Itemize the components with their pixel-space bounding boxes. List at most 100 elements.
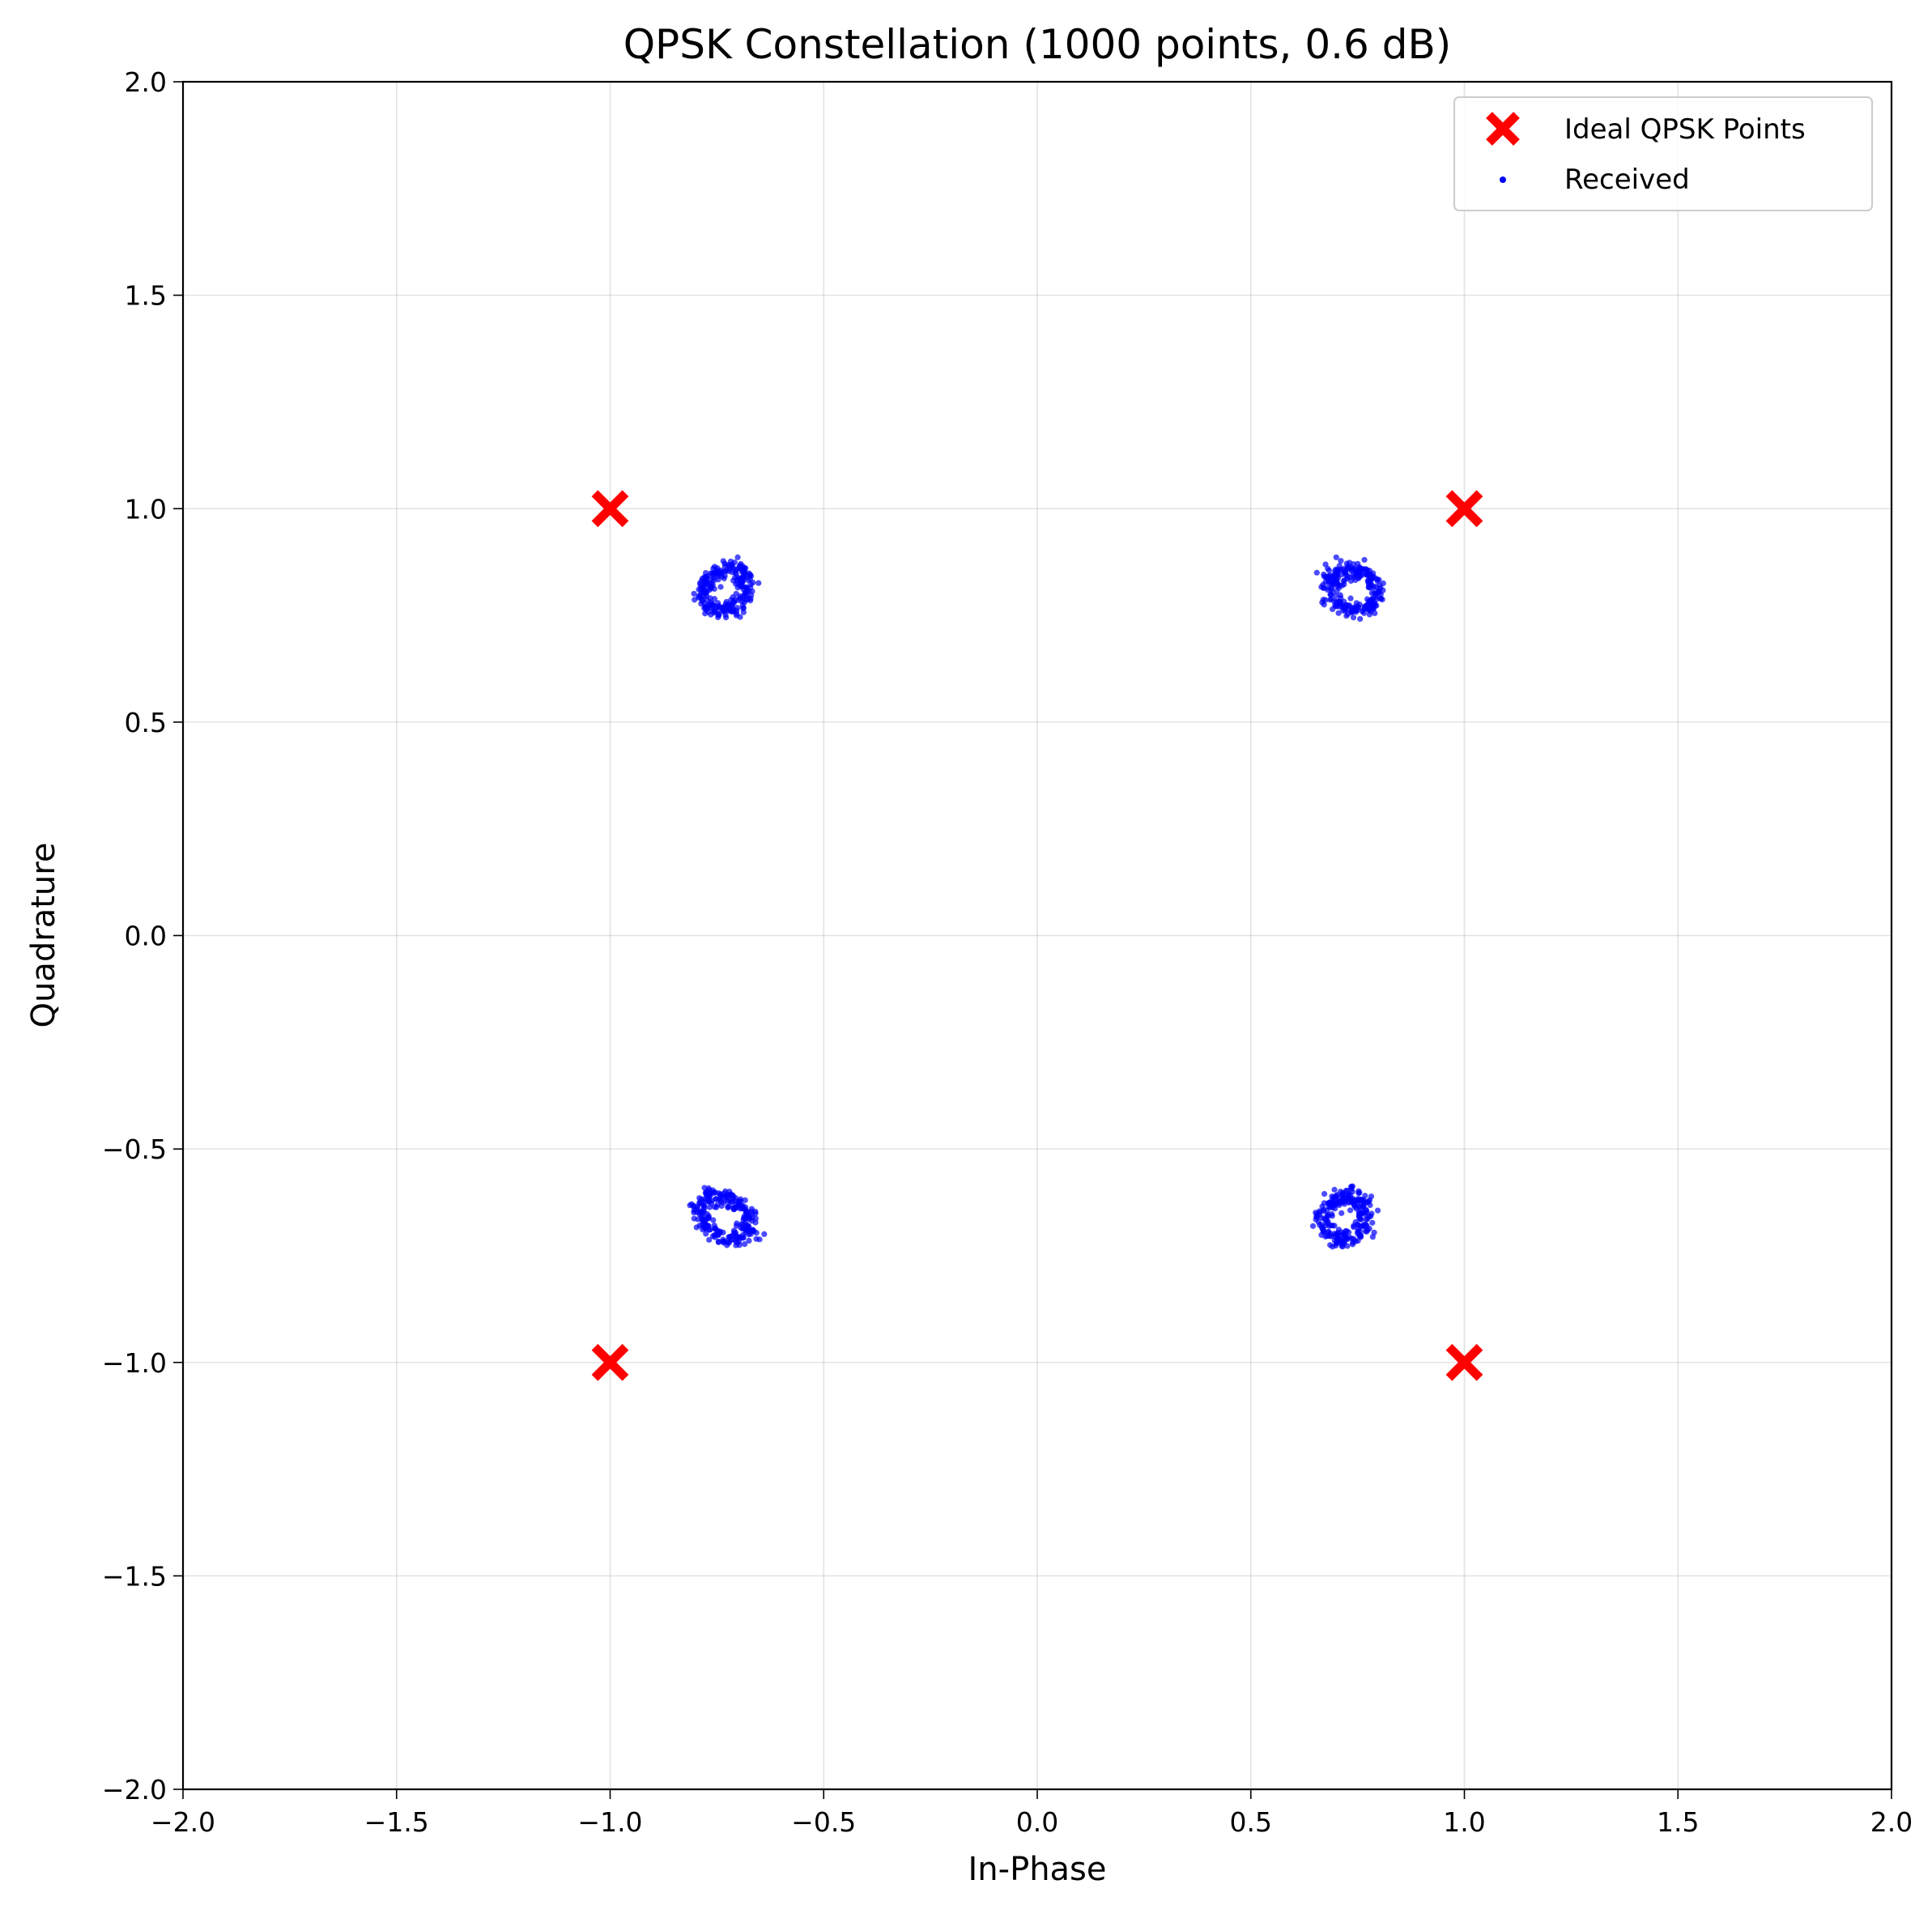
received-point: [713, 1226, 719, 1233]
y-tick-label: 1.5: [125, 280, 167, 312]
ideal-qpsk-point: [1445, 490, 1483, 528]
received-point: [710, 1217, 717, 1223]
x-tick-label: 2.0: [1870, 1806, 1913, 1838]
received-point: [1361, 556, 1368, 564]
received-point: [1348, 1184, 1355, 1190]
received-point: [701, 593, 708, 599]
received-point: [718, 1198, 725, 1205]
axes-ticks: −2.0 −1.5 −1.0 −0.5 0.0 0.5 1.0 1.5 2.0 −2.0 −1.5 −…: [102, 66, 1913, 1838]
received-point: [695, 1216, 701, 1223]
received-point: [717, 584, 724, 590]
received-point: [1353, 1206, 1360, 1212]
received-point: [702, 1223, 709, 1230]
received-point: [700, 1209, 707, 1215]
received-point: [721, 1240, 727, 1246]
received-point: [1322, 1233, 1329, 1240]
ideal-qpsk-point: [591, 1343, 629, 1381]
y-tick-label: −1.0: [102, 1347, 167, 1379]
x-tick-label: −1.5: [364, 1806, 429, 1838]
received-point: [716, 610, 722, 618]
received-point: [1331, 1223, 1338, 1229]
ideal-point-stroke-b: [1445, 1343, 1483, 1381]
legend: Ideal QPSK Points Received: [1453, 96, 1873, 211]
received-point: [748, 1206, 755, 1212]
x-tick-label: −0.5: [791, 1806, 856, 1838]
received-point: [717, 569, 723, 576]
received-point: [729, 1198, 735, 1205]
received-point: [1361, 1199, 1368, 1206]
legend-label-ideal: Ideal QPSK Points: [1564, 113, 1806, 146]
received-point: [702, 579, 709, 585]
received-point: [699, 1201, 705, 1207]
received-point: [761, 1231, 768, 1237]
received-point: [1350, 615, 1357, 621]
y-tick-label: −0.5: [102, 1134, 167, 1165]
received-point: [1333, 554, 1339, 560]
legend-x-marker: [1486, 112, 1520, 146]
received-point: [696, 1195, 703, 1202]
received-point: [755, 580, 762, 586]
received-point: [702, 604, 709, 611]
received-point: [1377, 595, 1384, 602]
received-point: [709, 1197, 715, 1204]
received-point: [1341, 577, 1348, 584]
received-point: [692, 1206, 700, 1214]
received-point: [722, 568, 729, 575]
received-point: [1334, 603, 1340, 610]
received-point: [742, 1197, 748, 1203]
received-point: [739, 574, 746, 581]
received-point: [1330, 1194, 1337, 1201]
received-point: [1343, 602, 1350, 608]
received-point: [1355, 1222, 1361, 1228]
received-point: [743, 593, 750, 599]
received-point: [1347, 595, 1354, 602]
received-point: [1329, 585, 1335, 591]
received-point: [736, 1197, 743, 1205]
received-point: [1320, 1228, 1327, 1235]
received-point: [1332, 577, 1338, 584]
received-point: [742, 570, 748, 576]
received-point: [1363, 1222, 1369, 1228]
received-point: [1309, 1223, 1317, 1229]
received-point: [751, 1228, 757, 1235]
y-tick-label: 2.0: [125, 66, 167, 98]
received-point: [713, 1204, 720, 1210]
received-point: [1343, 1235, 1349, 1241]
received-point: [712, 572, 718, 578]
received-point: [692, 597, 698, 603]
received-point: [1352, 1197, 1359, 1205]
received-point: [1325, 1219, 1331, 1225]
received-point: [1338, 558, 1344, 564]
received-point: [734, 1234, 740, 1240]
received-point: [750, 580, 756, 586]
received-point: [749, 588, 755, 594]
x-axis-label: In-Phase: [968, 1851, 1106, 1888]
y-tick-label: −2.0: [102, 1774, 167, 1806]
received-point: [1369, 1219, 1376, 1226]
received-point: [1313, 1210, 1319, 1216]
received-point: [687, 1202, 693, 1209]
received-point: [1365, 1198, 1372, 1205]
received-point: [1328, 596, 1334, 602]
legend-marker-ideal-x: [1486, 112, 1520, 146]
received-point: [1368, 1210, 1375, 1217]
received-point: [715, 1239, 722, 1245]
received-point: [717, 1193, 724, 1200]
received-point: [1369, 1234, 1376, 1240]
received-point: [1342, 1197, 1348, 1203]
received-point: [738, 1202, 745, 1209]
received-point: [1344, 1243, 1351, 1249]
received-point: [693, 1224, 700, 1231]
ideal-point-stroke-b: [1486, 112, 1520, 146]
legend-label-received: Received: [1564, 164, 1690, 196]
received-point: [1370, 605, 1377, 612]
received-point: [1319, 599, 1326, 606]
legend-box: [1453, 96, 1873, 211]
received-point: [711, 607, 718, 614]
x-tick-label: 1.0: [1443, 1806, 1485, 1838]
received-point: [1319, 1203, 1326, 1210]
y-tick-label: 1.0: [125, 493, 167, 525]
y-tick-label: 0.0: [125, 921, 167, 952]
received-point: [1356, 566, 1363, 573]
